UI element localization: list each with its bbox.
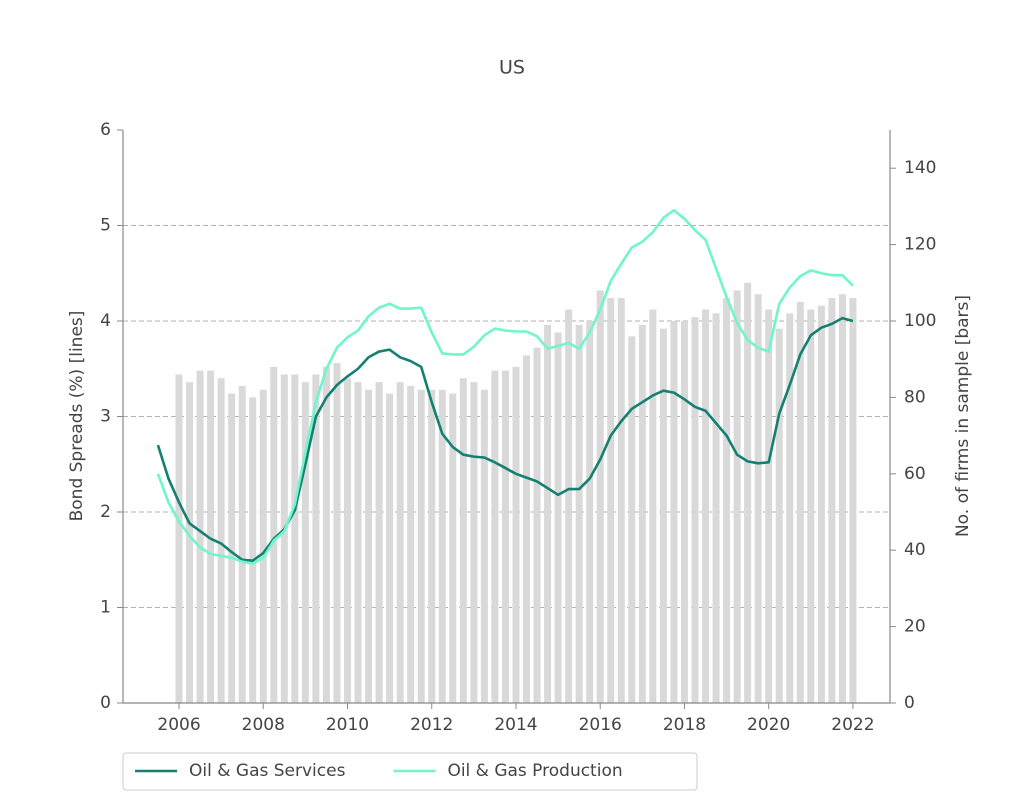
bar (480, 389, 488, 703)
bar (354, 382, 362, 703)
bar (523, 355, 531, 703)
legend-label: Oil & Gas Services (189, 761, 346, 781)
bar (544, 324, 552, 703)
bar (417, 389, 425, 703)
bar (228, 393, 236, 703)
y-axis-label: Bond Spreads (%) [lines] (67, 311, 87, 522)
x-tick-label: 2018 (663, 715, 706, 735)
y2-axis-label: No. of firms in sample [bars] (953, 295, 973, 537)
legend-label: Oil & Gas Production (447, 761, 622, 781)
line (156, 208, 854, 565)
bar (723, 298, 731, 703)
line (156, 316, 854, 563)
bar (575, 324, 583, 703)
bar (828, 298, 836, 703)
bar (322, 366, 330, 703)
bar (533, 347, 541, 703)
y-tick-label: 4 (100, 311, 111, 331)
bar (702, 309, 710, 703)
bar (691, 317, 699, 703)
bar (680, 321, 688, 703)
bar (617, 298, 625, 703)
chart-title: US (499, 57, 525, 79)
bar (796, 301, 804, 703)
bar (238, 385, 246, 703)
bar (407, 385, 415, 703)
bar (175, 374, 183, 703)
bar (270, 366, 278, 703)
y2-tick-label: 100 (904, 311, 936, 331)
bar (501, 370, 509, 703)
bar (375, 382, 383, 703)
bar (459, 378, 467, 703)
bar (786, 313, 794, 703)
bar (186, 382, 194, 703)
y2-tick-label: 120 (904, 235, 936, 255)
bar (565, 309, 573, 703)
bar (301, 382, 309, 703)
bar (659, 328, 667, 703)
bar (438, 389, 446, 703)
x-tick-label: 2008 (242, 715, 285, 735)
bar (817, 305, 825, 703)
bar (712, 313, 720, 703)
bar (638, 324, 646, 703)
y2-tick-label: 80 (904, 387, 926, 407)
x-tick-label: 2020 (747, 715, 790, 735)
x-tick-label: 2016 (579, 715, 622, 735)
bar (449, 393, 457, 703)
y2-tick-label: 40 (904, 540, 926, 560)
bar (491, 370, 499, 703)
bar (775, 328, 783, 703)
y2-tick-label: 60 (904, 464, 926, 484)
x-tick-label: 2006 (157, 715, 200, 735)
bar (386, 393, 394, 703)
bar (259, 389, 267, 703)
y2-tick-label: 0 (904, 693, 915, 713)
bar (554, 332, 562, 703)
bar (343, 378, 351, 703)
bar (754, 294, 762, 703)
y-tick-label: 5 (100, 216, 111, 236)
bar (365, 389, 373, 703)
x-tick-label: 2012 (410, 715, 453, 735)
bar (628, 336, 636, 703)
x-tick-label: 2010 (326, 715, 369, 735)
bar (333, 363, 341, 703)
y2-tick-label: 20 (904, 617, 926, 637)
bar (428, 389, 436, 703)
bar (807, 309, 815, 703)
bar (596, 290, 604, 703)
x-tick-label: 2022 (831, 715, 874, 735)
bar (744, 282, 752, 703)
bar (849, 298, 857, 703)
bar (649, 309, 657, 703)
bar (733, 290, 741, 703)
bar (765, 309, 773, 703)
bar (312, 374, 320, 703)
bar (207, 370, 215, 703)
y-tick-label: 3 (100, 407, 111, 427)
bar (838, 294, 846, 703)
y-tick-label: 1 (100, 598, 111, 618)
y-tick-label: 2 (100, 502, 111, 522)
bar (280, 374, 288, 703)
bar (217, 378, 225, 703)
bar (586, 321, 594, 703)
bar (396, 382, 404, 703)
y-tick-label: 6 (100, 120, 111, 140)
bar (196, 370, 204, 703)
bar (607, 298, 615, 703)
bar (470, 382, 478, 703)
y-tick-label: 0 (100, 693, 111, 713)
bar (670, 321, 678, 703)
bar (249, 397, 257, 703)
bar (291, 374, 299, 703)
x-tick-label: 2014 (494, 715, 537, 735)
y2-tick-label: 140 (904, 158, 936, 178)
bar (512, 366, 520, 703)
